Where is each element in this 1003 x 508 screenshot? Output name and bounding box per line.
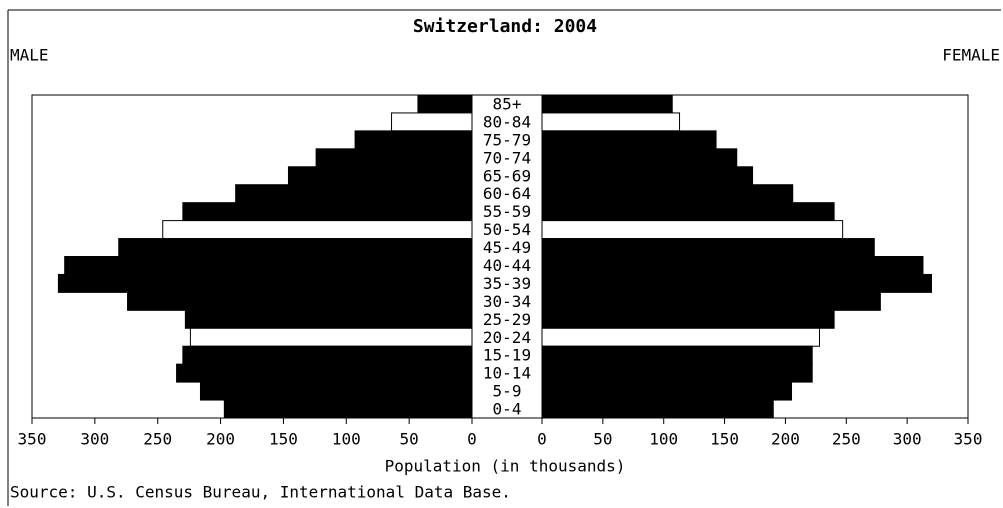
- age-label: 55-59: [483, 202, 531, 221]
- plot-frame: [31, 94, 969, 419]
- age-label: 65-69: [483, 166, 531, 185]
- age-label: 50-54: [483, 220, 531, 239]
- age-label: 60-64: [483, 184, 531, 203]
- x-tick-label: 150: [710, 430, 739, 449]
- bar: [541, 130, 717, 150]
- age-label: 85+: [493, 94, 522, 113]
- bar: [57, 273, 473, 293]
- age-label: 10-14: [483, 364, 531, 383]
- bar: [417, 94, 473, 114]
- bar: [541, 273, 932, 293]
- bar: [184, 309, 473, 329]
- bar: [541, 166, 754, 186]
- x-tick-label: 350: [18, 430, 47, 449]
- bar: [127, 291, 473, 311]
- x-tick-label: 350: [954, 430, 983, 449]
- age-label: 80-84: [483, 112, 531, 131]
- right-label: FEMALE: [942, 46, 1000, 65]
- age-label: 0-4: [493, 400, 522, 419]
- bar: [199, 381, 473, 401]
- bar: [391, 112, 473, 132]
- bar: [541, 309, 835, 329]
- age-label: 40-44: [483, 256, 531, 275]
- x-tick-label: 100: [332, 430, 361, 449]
- bar: [189, 327, 473, 347]
- bar: [64, 256, 473, 275]
- bar: [541, 202, 835, 222]
- age-label: 70-74: [483, 148, 531, 167]
- bar: [235, 184, 473, 204]
- bar: [541, 399, 774, 419]
- bar: [118, 238, 473, 258]
- x-tick-label: 0: [467, 430, 477, 449]
- x-tick-label: 300: [80, 430, 109, 449]
- bar: [541, 345, 813, 365]
- bar: [541, 148, 738, 168]
- bar: [541, 327, 821, 347]
- bar: [223, 399, 473, 419]
- bar: [541, 220, 844, 240]
- age-label: 5-9: [493, 382, 522, 401]
- x-tick-label: 150: [269, 430, 298, 449]
- age-label: 15-19: [483, 346, 531, 365]
- x-tick-label: 100: [649, 430, 678, 449]
- x-tick-label: 50: [400, 430, 419, 449]
- bar: [541, 112, 681, 132]
- bar: [541, 256, 924, 275]
- x-tick-label: 250: [143, 430, 172, 449]
- age-label: 35-39: [483, 274, 531, 293]
- age-label: 75-79: [483, 130, 531, 149]
- age-label: 30-34: [483, 292, 531, 311]
- bar: [182, 345, 473, 365]
- bar: [354, 130, 473, 150]
- bar: [541, 238, 875, 258]
- bar: [287, 166, 473, 186]
- x-tick-label: 300: [893, 430, 922, 449]
- bar: [182, 202, 473, 222]
- left-label: MALE: [10, 46, 49, 65]
- bar: [541, 94, 673, 114]
- bar: [541, 184, 794, 204]
- x-tick-label: 200: [771, 430, 800, 449]
- x-tick-label: 50: [593, 430, 612, 449]
- x-tick-label: 250: [832, 430, 861, 449]
- bar: [176, 363, 473, 383]
- x-tick-label: 0: [537, 430, 547, 449]
- age-label: 45-49: [483, 238, 531, 257]
- x-tick-label: 200: [206, 430, 235, 449]
- age-label: 25-29: [483, 310, 531, 329]
- source: Source: U.S. Census Bureau, Internationa…: [10, 483, 511, 502]
- bar: [315, 148, 473, 168]
- bar: [541, 381, 793, 401]
- chart-title: Switzerland: 2004: [413, 16, 597, 37]
- bar: [162, 220, 473, 240]
- bar: [541, 363, 813, 383]
- x-axis-label: Population (in thousands): [385, 457, 626, 476]
- bar: [541, 291, 881, 311]
- age-label: 20-24: [483, 328, 531, 347]
